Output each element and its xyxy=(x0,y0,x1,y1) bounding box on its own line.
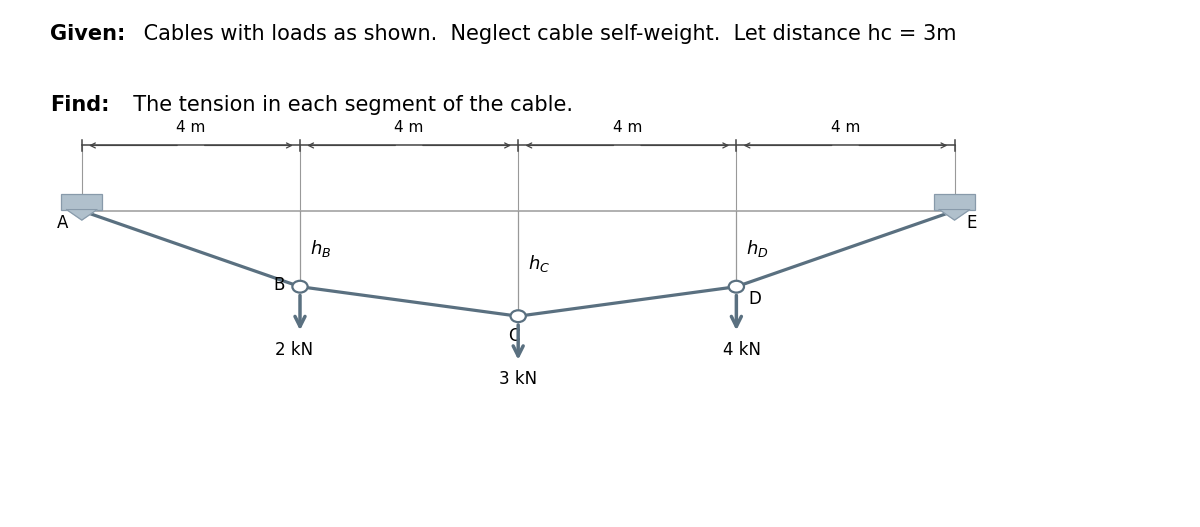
FancyBboxPatch shape xyxy=(934,193,974,210)
Text: 3 kN: 3 kN xyxy=(499,370,538,388)
Text: The tension in each segment of the cable.: The tension in each segment of the cable… xyxy=(120,95,574,115)
Text: $h_B$: $h_B$ xyxy=(310,238,331,259)
Text: 4 m: 4 m xyxy=(612,120,642,135)
Text: A: A xyxy=(56,214,68,232)
Text: 4 kN: 4 kN xyxy=(722,340,761,359)
Text: Cables with loads as shown.  Neglect cable self-weight.  Let distance hc = 3m: Cables with loads as shown. Neglect cabl… xyxy=(137,24,956,44)
Text: E: E xyxy=(966,214,977,232)
Text: D: D xyxy=(749,290,761,308)
Text: Find:: Find: xyxy=(50,95,110,115)
Text: 4 m: 4 m xyxy=(395,120,424,135)
Text: C: C xyxy=(508,327,520,345)
FancyBboxPatch shape xyxy=(61,193,102,210)
Text: Given:: Given: xyxy=(50,24,126,44)
Text: 4 m: 4 m xyxy=(830,120,860,135)
Circle shape xyxy=(510,310,526,322)
Text: 2 kN: 2 kN xyxy=(276,340,313,359)
Text: $h_D$: $h_D$ xyxy=(746,238,769,259)
Circle shape xyxy=(293,281,307,292)
Polygon shape xyxy=(940,210,970,220)
Text: 4 m: 4 m xyxy=(176,120,205,135)
Text: $h_C$: $h_C$ xyxy=(528,253,550,274)
Circle shape xyxy=(728,281,744,292)
Text: B: B xyxy=(274,276,284,294)
Polygon shape xyxy=(66,210,97,220)
